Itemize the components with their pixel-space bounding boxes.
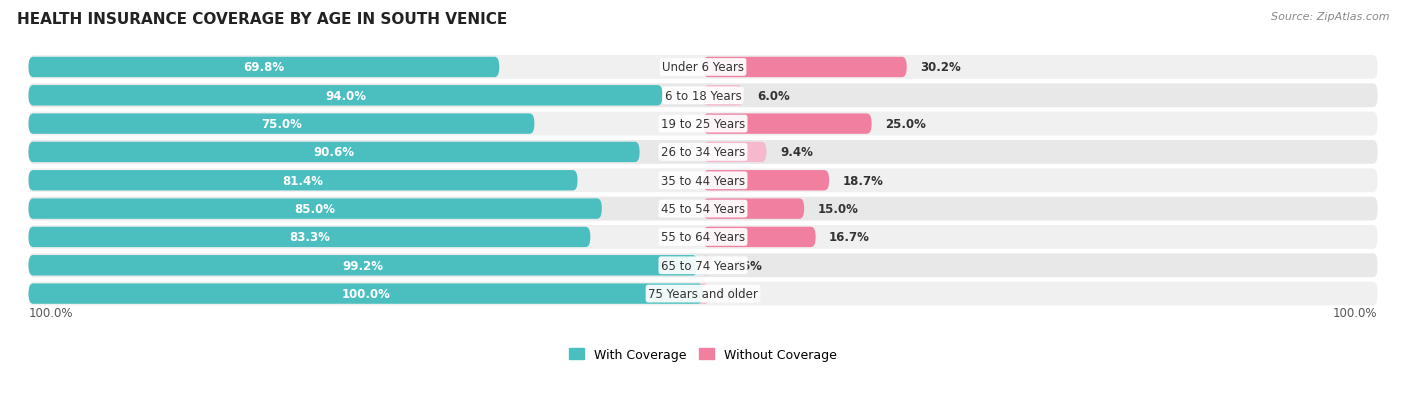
FancyBboxPatch shape — [28, 169, 1378, 193]
FancyBboxPatch shape — [28, 199, 602, 219]
FancyBboxPatch shape — [28, 112, 1378, 136]
Text: 100.0%: 100.0% — [1333, 306, 1378, 320]
FancyBboxPatch shape — [28, 284, 703, 304]
Text: 85.0%: 85.0% — [295, 203, 336, 216]
Text: 9.4%: 9.4% — [780, 146, 813, 159]
FancyBboxPatch shape — [28, 227, 591, 247]
Text: 75 Years and older: 75 Years and older — [648, 287, 758, 300]
FancyBboxPatch shape — [703, 199, 804, 219]
Text: 15.0%: 15.0% — [818, 203, 859, 216]
FancyBboxPatch shape — [28, 114, 534, 135]
FancyBboxPatch shape — [703, 86, 744, 106]
Text: 75.0%: 75.0% — [262, 118, 302, 131]
Text: 94.0%: 94.0% — [325, 90, 366, 102]
Text: 69.8%: 69.8% — [243, 61, 284, 74]
Text: Source: ZipAtlas.com: Source: ZipAtlas.com — [1271, 12, 1389, 22]
Text: 16.7%: 16.7% — [830, 231, 870, 244]
Legend: With Coverage, Without Coverage: With Coverage, Without Coverage — [564, 343, 842, 366]
Text: 0.0%: 0.0% — [717, 287, 749, 300]
Text: 45 to 54 Years: 45 to 54 Years — [661, 203, 745, 216]
Text: 100.0%: 100.0% — [28, 306, 73, 320]
Text: Under 6 Years: Under 6 Years — [662, 61, 744, 74]
FancyBboxPatch shape — [703, 256, 709, 276]
FancyBboxPatch shape — [28, 84, 1378, 108]
FancyBboxPatch shape — [703, 142, 766, 163]
Text: 99.2%: 99.2% — [343, 259, 384, 272]
FancyBboxPatch shape — [699, 284, 707, 304]
FancyBboxPatch shape — [28, 282, 1378, 306]
FancyBboxPatch shape — [28, 171, 578, 191]
FancyBboxPatch shape — [703, 227, 815, 247]
FancyBboxPatch shape — [28, 56, 1378, 80]
Text: 25.0%: 25.0% — [886, 118, 927, 131]
FancyBboxPatch shape — [703, 57, 907, 78]
Text: 83.3%: 83.3% — [290, 231, 330, 244]
Text: HEALTH INSURANCE COVERAGE BY AGE IN SOUTH VENICE: HEALTH INSURANCE COVERAGE BY AGE IN SOUT… — [17, 12, 508, 27]
FancyBboxPatch shape — [28, 197, 1378, 221]
Text: 19 to 25 Years: 19 to 25 Years — [661, 118, 745, 131]
Text: 6 to 18 Years: 6 to 18 Years — [665, 90, 741, 102]
FancyBboxPatch shape — [28, 86, 662, 106]
Text: 35 to 44 Years: 35 to 44 Years — [661, 174, 745, 188]
Text: 26 to 34 Years: 26 to 34 Years — [661, 146, 745, 159]
Text: 6.0%: 6.0% — [756, 90, 790, 102]
Text: 100.0%: 100.0% — [342, 287, 391, 300]
FancyBboxPatch shape — [28, 225, 1378, 249]
Text: 90.6%: 90.6% — [314, 146, 354, 159]
Text: 0.76%: 0.76% — [721, 259, 762, 272]
Text: 65 to 74 Years: 65 to 74 Years — [661, 259, 745, 272]
Text: 55 to 64 Years: 55 to 64 Years — [661, 231, 745, 244]
FancyBboxPatch shape — [28, 254, 1378, 278]
FancyBboxPatch shape — [703, 171, 830, 191]
Text: 81.4%: 81.4% — [283, 174, 323, 188]
FancyBboxPatch shape — [28, 57, 499, 78]
FancyBboxPatch shape — [28, 141, 1378, 164]
FancyBboxPatch shape — [703, 114, 872, 135]
FancyBboxPatch shape — [28, 142, 640, 163]
Text: 18.7%: 18.7% — [842, 174, 883, 188]
Text: 30.2%: 30.2% — [920, 61, 960, 74]
FancyBboxPatch shape — [28, 256, 697, 276]
